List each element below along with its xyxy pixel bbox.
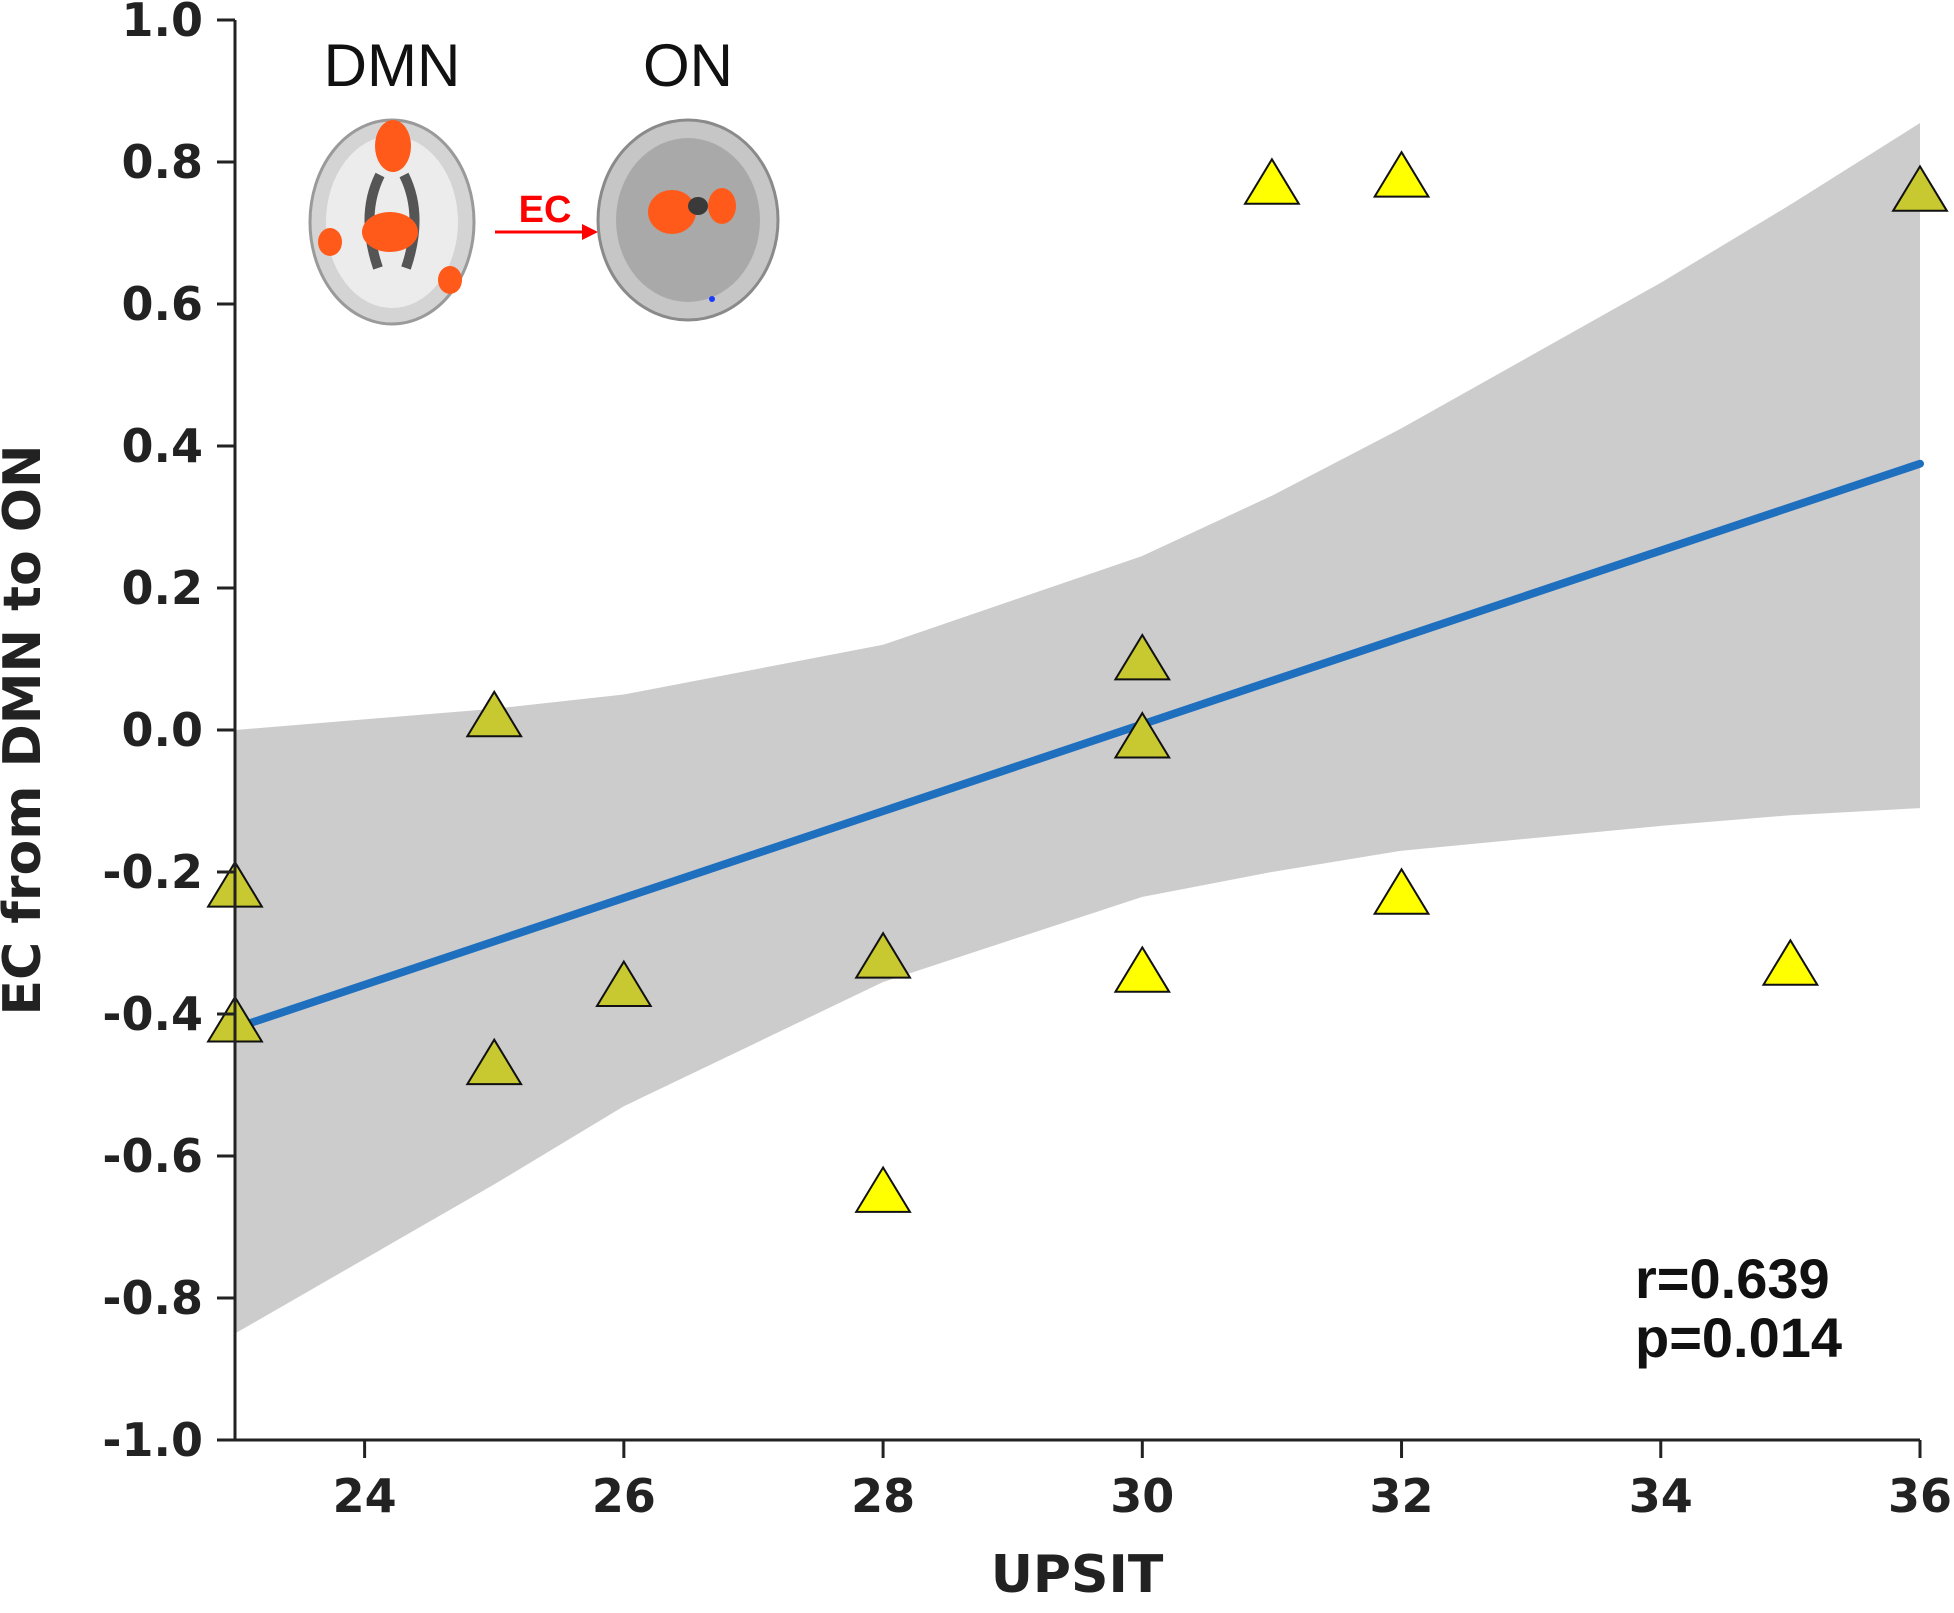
y-tick-label: -0.2 [102,845,203,899]
y-tick-label: 0.6 [122,277,204,331]
x-axis-label: UPSIT [991,1545,1164,1605]
brain-inset: DMN ON EC [308,32,780,326]
r-value: r=0.639 [1635,1247,1830,1310]
data-points-layer [206,150,1949,1213]
ec-label: EC [519,189,572,231]
x-ticks: 24 26 28 30 32 34 36 [333,1440,1952,1523]
y-tick-label: 1.0 [122,0,204,47]
data-point [1113,945,1171,993]
data-point [1372,867,1431,915]
x-tick-label: 30 [1110,1469,1174,1523]
y-tick-label: 0.2 [122,561,204,615]
ec-arrow: EC [495,189,598,240]
data-point [465,1037,523,1086]
p-value: p=0.014 [1635,1306,1842,1369]
data-point [1113,633,1171,681]
x-tick-label: 28 [851,1469,915,1523]
data-point [1113,711,1171,759]
confidence-band-layer [235,123,1920,1334]
y-tick-label: -1.0 [102,1413,203,1467]
x-tick-label: 34 [1629,1469,1693,1523]
x-tick-label: 24 [333,1469,397,1523]
fit-line-layer [231,459,1924,1033]
data-point [854,931,912,979]
y-tick-label: -0.6 [102,1129,203,1183]
regression-line [231,459,1924,1033]
x-tick-label: 26 [592,1469,656,1523]
y-tick-label: 0.8 [122,135,204,189]
data-point [465,689,523,738]
y-tick-label: -0.4 [102,987,203,1041]
dmn-label: DMN [324,32,461,99]
y-tick-label: -0.8 [102,1271,203,1325]
data-point [854,1165,912,1213]
data-point [1761,938,1820,986]
data-point [1372,150,1431,198]
on-brain-image [596,118,780,322]
data-point [595,959,653,1007]
data-point [1891,164,1949,212]
y-axis-label: EC from DMN to ON [0,444,53,1015]
confidence-band [235,123,1920,1334]
y-tick-label: 0.4 [122,419,204,473]
y-ticks: 1.0 0.8 0.6 0.4 0.2 0.0 -0.2 -0.4 -0.6 -0.8 -1.0 [102,0,235,1467]
y-tick-label: 0.0 [122,703,204,757]
x-tick-label: 36 [1888,1469,1952,1523]
on-label: ON [643,32,733,99]
dmn-brain-image [308,118,476,326]
x-tick-label: 32 [1370,1469,1434,1523]
data-point [1243,157,1301,205]
